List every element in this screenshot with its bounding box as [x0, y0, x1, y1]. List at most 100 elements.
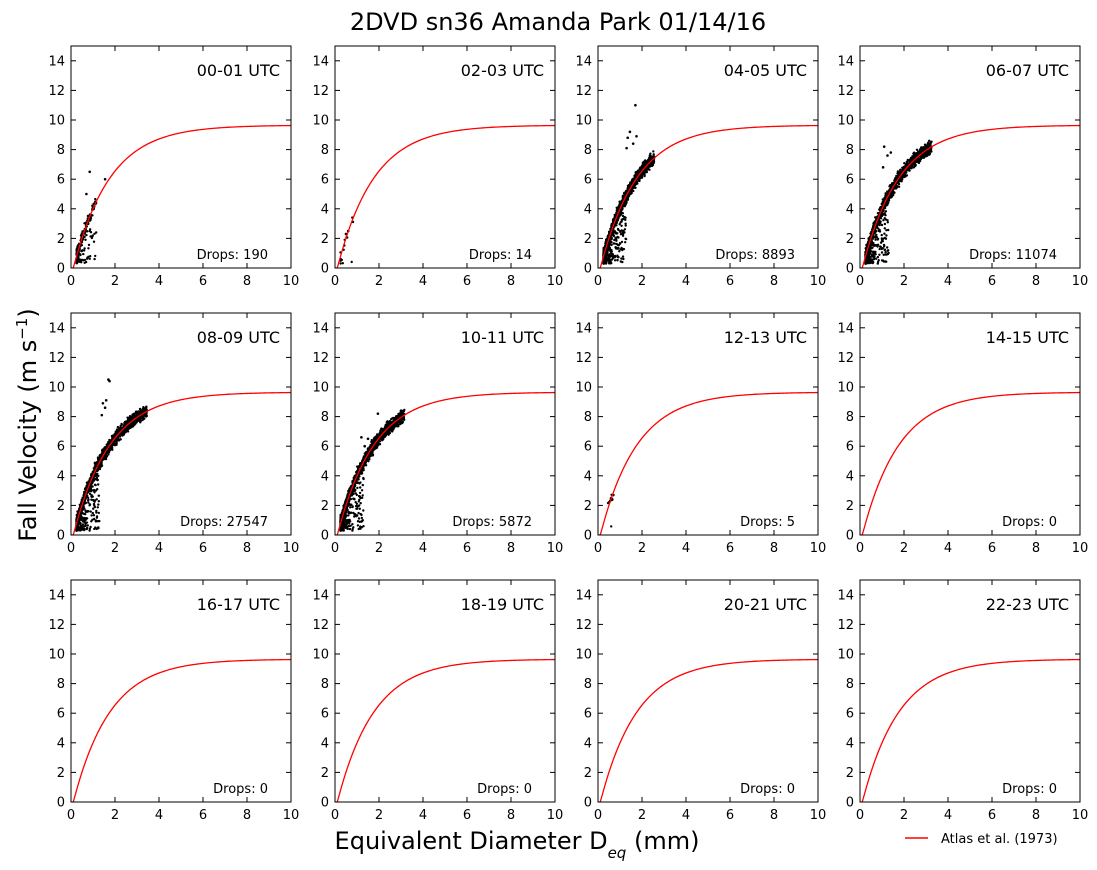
panel-drops-label: Drops: 27547 [180, 515, 268, 530]
x-tick-label: 2 [900, 274, 908, 289]
drop-point [877, 229, 880, 233]
drop-point [874, 236, 878, 239]
drop-point [886, 221, 889, 224]
drop-point [620, 257, 623, 260]
panel-frame [70, 45, 292, 269]
drop-point [83, 247, 86, 250]
panel-time-label: 04-05 UTC [724, 61, 807, 80]
drop-point [881, 247, 884, 250]
drop-point [88, 503, 92, 506]
drop-point [885, 204, 888, 207]
drop-point [126, 419, 129, 422]
drop-point [604, 262, 608, 265]
drop-point [608, 248, 612, 251]
drop-point [116, 425, 120, 429]
drop-point [620, 224, 623, 227]
drop-point [611, 220, 615, 223]
drop-point [880, 223, 884, 227]
drop-point [617, 244, 620, 247]
drop-point [914, 152, 918, 155]
drop-point [635, 182, 638, 185]
drop-point [896, 172, 899, 175]
drop-point [91, 511, 95, 515]
drop-point [95, 515, 99, 518]
x-tick-label: 8 [243, 541, 251, 556]
panel-time-label: 02-03 UTC [461, 61, 544, 80]
drop-point [77, 259, 81, 262]
y-tick-label: 12 [48, 351, 65, 366]
drop-point [613, 255, 617, 258]
drop-point [647, 158, 650, 161]
drop-point [631, 178, 634, 181]
drop-point [879, 206, 882, 209]
drop-point [886, 246, 889, 249]
drop-point [80, 250, 83, 253]
drop-point [923, 143, 927, 146]
drop-point [90, 236, 94, 240]
y-tick-label: 10 [575, 114, 592, 129]
drop-point [621, 234, 625, 237]
x-tick-label: 2 [638, 274, 646, 289]
drop-point [341, 262, 344, 265]
y-tick-label: 0 [584, 262, 592, 277]
drop-point [84, 513, 87, 516]
drop-point [878, 223, 881, 227]
drop-point [79, 258, 83, 261]
drop-point [612, 234, 616, 238]
y-tick-label: 8 [57, 410, 65, 425]
x-tick-label: 6 [199, 274, 207, 289]
drop-point [97, 483, 100, 486]
panel-frame [70, 312, 292, 536]
drop-point [643, 172, 646, 176]
drop-point [603, 261, 606, 264]
drop-point [883, 244, 886, 247]
drop-point [82, 259, 85, 262]
drop-point [607, 253, 611, 257]
drop-point [884, 195, 887, 198]
drop-point [100, 413, 104, 417]
y-tick-label: 4 [321, 202, 329, 217]
x-axis-label-sub: eq [608, 844, 627, 862]
drop-point [97, 500, 101, 503]
drop-point [615, 239, 618, 242]
drop-point [878, 247, 881, 251]
drop-point [83, 525, 86, 528]
drop-point [883, 206, 887, 210]
drop-point [885, 229, 888, 232]
drop-point [899, 168, 902, 171]
drop-point [87, 243, 91, 247]
drop-point [98, 454, 101, 457]
drop-point [627, 194, 631, 198]
scatter-points [75, 170, 107, 265]
drop-point [895, 185, 899, 189]
drop-point [144, 408, 147, 411]
drop-point [621, 232, 624, 236]
drop-point [88, 529, 91, 532]
drop-point [79, 518, 83, 522]
drop-point [875, 233, 878, 237]
drop-point [101, 401, 105, 405]
drop-point [88, 228, 92, 231]
drop-point [94, 254, 97, 258]
drop-point [97, 467, 100, 470]
x-tick-label: 2 [111, 274, 119, 289]
drop-point [91, 481, 94, 484]
drop-point [886, 154, 889, 157]
drop-point [85, 233, 88, 237]
drop-point [606, 246, 609, 249]
y-tick-label: 6 [321, 173, 329, 188]
drop-point [362, 509, 365, 512]
drop-point [867, 237, 870, 241]
drop-point [624, 218, 627, 222]
figure-title: 2DVD sn36 Amanda Park 01/14/16 [350, 8, 766, 36]
drop-point [883, 222, 887, 226]
drop-point [880, 251, 884, 254]
drop-point [101, 448, 104, 451]
drop-point [78, 253, 82, 256]
drop-point [92, 499, 96, 502]
drop-point [876, 255, 880, 259]
